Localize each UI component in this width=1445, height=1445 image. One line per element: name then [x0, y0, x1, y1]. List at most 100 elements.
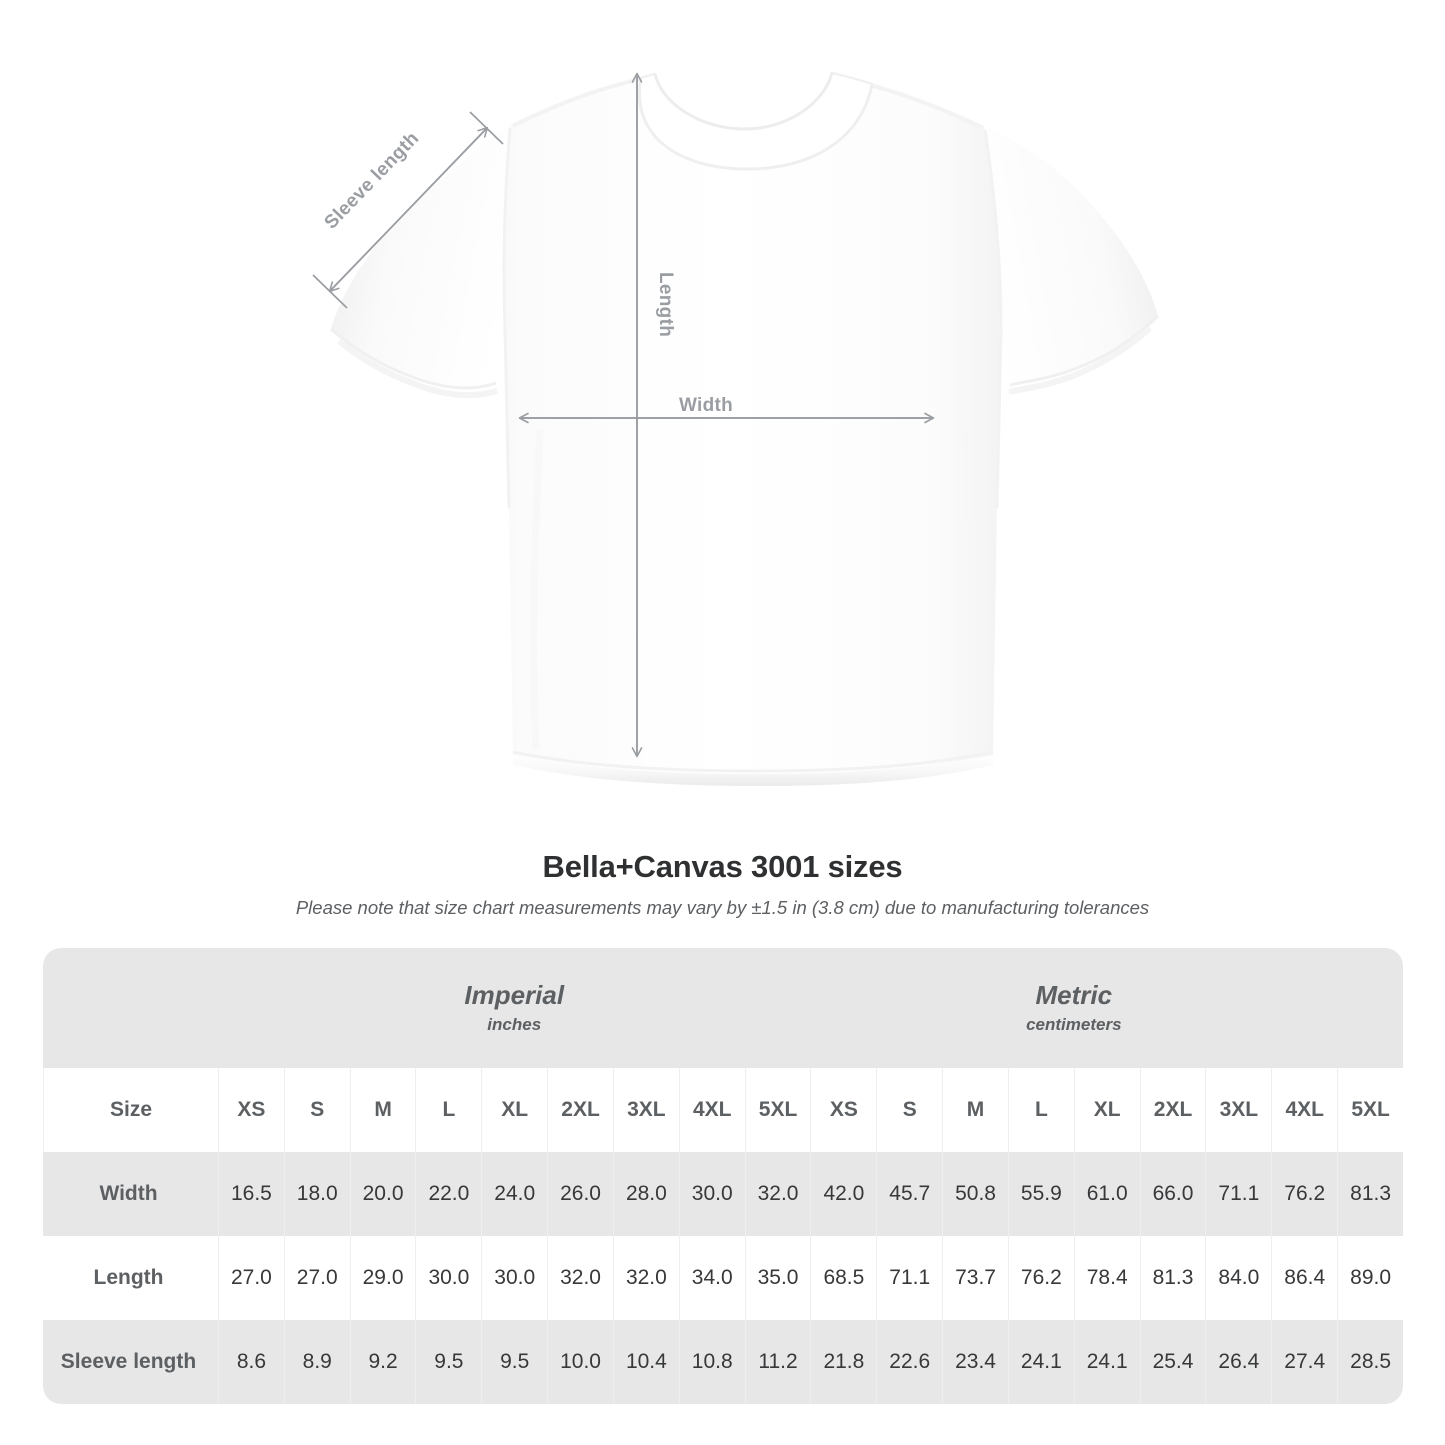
cell-width-2xl-5: 26.0	[547, 1152, 613, 1236]
unit-title-imperial: Imperial	[464, 979, 565, 1010]
column-header-size-4xl-16: 4XL	[1271, 1068, 1338, 1152]
shirt-torso	[461, 73, 1046, 774]
sleeve-dimension-arrow-down	[328, 127, 488, 293]
page-title: Bella+Canvas 3001 sizes	[542, 849, 903, 884]
column-header-size-s-1: S	[283, 1068, 350, 1152]
cell-length-m-2: 29.0	[349, 1236, 416, 1320]
sleeve-right-cuff	[1008, 325, 1153, 395]
row-label-length: Length	[43, 1236, 218, 1320]
cell-length-4xl-7: 34.0	[678, 1236, 745, 1320]
cell-sleeve-length-5xl-8: 11.2	[744, 1320, 811, 1404]
cell-length-5xl-8: 35.0	[744, 1236, 811, 1320]
cell-length-2xl-5: 32.0	[547, 1236, 613, 1320]
cell-sleeve-length-4xl-7: 10.8	[678, 1320, 745, 1404]
column-header-size-l-12: L	[1007, 1068, 1074, 1152]
cell-width-m-11: 50.8	[942, 1152, 1008, 1236]
cell-width-4xl-7: 30.0	[678, 1152, 745, 1236]
cell-width-4xl-16: 76.2	[1271, 1152, 1338, 1236]
length-label: Length	[655, 272, 676, 337]
unit-header-metric: Metric centimeters	[810, 948, 1338, 1068]
column-header-size: Size	[43, 1068, 218, 1152]
shirt-bottom-hem	[513, 755, 993, 786]
cell-sleeve-length-xs-0: 8.6	[218, 1320, 284, 1404]
unit-header-row: Imperial inches Metric centimeters	[43, 948, 1403, 1068]
cell-width-5xl-17: 81.3	[1337, 1152, 1403, 1236]
column-header-size-5xl-8: 5XL	[744, 1068, 811, 1152]
cell-width-xl-13: 61.0	[1073, 1152, 1140, 1236]
cell-length-5xl-17: 89.0	[1337, 1236, 1403, 1320]
cell-sleeve-length-s-10: 22.6	[876, 1320, 943, 1404]
column-header-size-l-3: L	[415, 1068, 482, 1152]
unit-header-imperial: Imperial inches	[218, 948, 811, 1068]
row-label-sleeve-length: Sleeve length	[43, 1320, 218, 1404]
cell-width-s-10: 45.7	[876, 1152, 943, 1236]
shirt-sleeve-right	[984, 126, 1158, 508]
cell-length-3xl-15: 84.0	[1205, 1236, 1272, 1320]
collar-inner-edge	[653, 72, 834, 131]
cell-sleeve-length-4xl-16: 27.4	[1271, 1320, 1338, 1404]
size-header-row: Size XS S M L XL 2XL 3XL 4XL 5XL XS S M L XL 2XL 3XL 4XL…	[43, 1068, 1403, 1152]
cell-length-3xl-6: 32.0	[612, 1236, 679, 1320]
column-header-size-xs-9: XS	[810, 1068, 877, 1152]
sleeve-left-cuff	[337, 338, 498, 399]
column-header-size-s-10: S	[876, 1068, 943, 1152]
cell-length-xl-4: 30.0	[481, 1236, 548, 1320]
armhole-seam-right	[983, 129, 1003, 509]
body-fold-right	[962, 429, 976, 751]
column-header-size-xl-4: XL	[481, 1068, 548, 1152]
cell-length-s-1: 27.0	[283, 1236, 350, 1320]
cell-length-4xl-16: 86.4	[1271, 1236, 1338, 1320]
cell-width-l-12: 55.9	[1007, 1152, 1074, 1236]
cell-sleeve-length-xl-13: 24.1	[1073, 1320, 1140, 1404]
unit-header-metric-tail	[1337, 948, 1403, 1068]
column-header-size-3xl-6: 3XL	[612, 1068, 679, 1152]
cell-width-xl-4: 24.0	[481, 1152, 548, 1236]
table-row: Width 16.5 18.0 20.0 22.0 24.0 26.0 28.0 30.0 32.…	[43, 1152, 1403, 1236]
column-header-size-xs-0: XS	[218, 1068, 284, 1152]
unit-title-metric: Metric	[1035, 979, 1113, 1010]
size-table-container: Imperial inches Metric centimeters Size …	[43, 948, 1403, 1404]
dimension-lines-group	[312, 72, 935, 758]
cell-width-2xl-14: 66.0	[1139, 1152, 1206, 1236]
unit-header-spacer	[43, 948, 218, 1068]
cell-sleeve-length-l-3: 9.5	[415, 1320, 482, 1404]
cell-sleeve-length-xl-4: 9.5	[481, 1320, 548, 1404]
column-header-size-5xl-17: 5XL	[1337, 1068, 1403, 1152]
sleeve-tick-top	[469, 111, 504, 145]
cell-sleeve-length-3xl-6: 10.4	[612, 1320, 679, 1404]
cell-length-l-3: 30.0	[415, 1236, 482, 1320]
cell-width-xs-0: 16.5	[218, 1152, 284, 1236]
tshirt-illustration: Sleeve length Length Width	[312, 71, 1160, 786]
cell-width-l-3: 22.0	[415, 1152, 482, 1236]
hem-stitch-line	[512, 750, 994, 773]
armhole-seam-left	[502, 127, 512, 509]
collar-outer-edge	[638, 77, 874, 171]
sleeve-right-hem	[1009, 314, 1160, 387]
cell-sleeve-length-5xl-17: 28.5	[1337, 1320, 1403, 1404]
tshirt-measurement-diagram: Sleeve length Length Width	[312, 71, 1160, 786]
row-label-width: Width	[43, 1152, 218, 1236]
unit-subtitle-imperial: inches	[487, 1015, 542, 1035]
cell-length-s-10: 71.1	[876, 1236, 943, 1320]
cell-length-m-11: 73.7	[942, 1236, 1008, 1320]
cell-sleeve-length-xs-9: 21.8	[810, 1320, 877, 1404]
cell-sleeve-length-m-2: 9.2	[349, 1320, 416, 1404]
sleeve-tick-bottom	[312, 274, 348, 309]
cell-length-xs-0: 27.0	[218, 1236, 284, 1320]
cell-width-m-2: 20.0	[349, 1152, 416, 1236]
width-label: Width	[679, 395, 733, 416]
size-table: Imperial inches Metric centimeters Size …	[43, 948, 1403, 1404]
body-fold-left	[530, 429, 544, 751]
column-header-size-2xl-14: 2XL	[1139, 1068, 1206, 1152]
shirt-body-group	[330, 71, 1160, 786]
table-row: Length 27.0 27.0 29.0 30.0 30.0 32.0 32.0 34.0 35…	[43, 1236, 1403, 1320]
cell-sleeve-length-s-1: 8.9	[283, 1320, 350, 1404]
cell-width-xs-9: 42.0	[810, 1152, 877, 1236]
column-header-size-xl-13: XL	[1073, 1068, 1140, 1152]
cell-sleeve-length-m-11: 23.4	[942, 1320, 1008, 1404]
cell-length-xl-13: 78.4	[1073, 1236, 1140, 1320]
cell-length-l-12: 76.2	[1007, 1236, 1074, 1320]
unit-subtitle-metric: centimeters	[1026, 1015, 1122, 1035]
cell-length-2xl-14: 81.3	[1139, 1236, 1206, 1320]
